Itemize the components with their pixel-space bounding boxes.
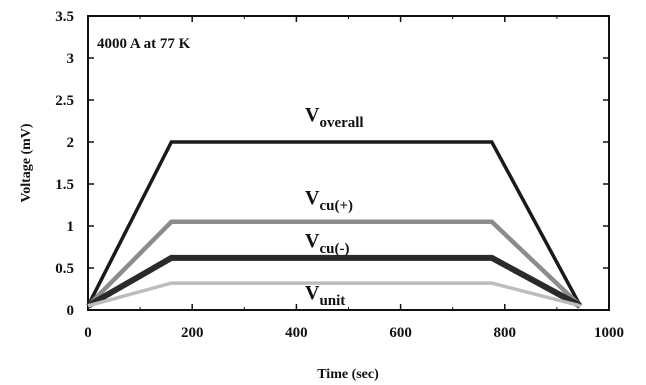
x-tick-label: 0 <box>84 325 92 341</box>
x-axis-label: Time (sec) <box>317 367 379 382</box>
y-tick-label: 2 <box>67 135 75 151</box>
y-tick-label: 2.5 <box>55 93 74 109</box>
series-label-main: V <box>305 104 320 126</box>
series-label-sub: cu(+) <box>319 198 353 214</box>
plot-frame <box>87 15 610 311</box>
y-tick-label: 1.5 <box>55 177 74 193</box>
axes-layer: 0 200 400 600 800 1000 0 0.5 1 1.5 2 2.5 3 3.5 <box>55 9 624 341</box>
x-tick-label: 800 <box>494 325 517 341</box>
series-label-main: V <box>305 187 320 209</box>
series-label-main: V <box>305 230 320 252</box>
series-layer <box>86 140 582 309</box>
series-label-3: Vunit <box>305 282 345 309</box>
series-label-main: V <box>305 282 320 304</box>
series-line-2 <box>86 254 582 309</box>
series-line-3 <box>87 281 581 308</box>
series-label-sub: unit <box>319 293 345 309</box>
series-label-0: Voverall <box>305 104 364 131</box>
series-line-1 <box>86 219 582 308</box>
series-label-sub: cu(-) <box>319 241 349 257</box>
y-tick-label: 3 <box>67 51 75 67</box>
series-label-sub: overall <box>319 115 363 131</box>
y-axis-label: Voltage (mV) <box>19 123 34 203</box>
x-tick-label: 200 <box>181 325 204 341</box>
x-tick-label: 600 <box>389 325 412 341</box>
series-label-2: Vcu(-) <box>305 230 349 257</box>
x-tick-label: 1000 <box>594 325 624 341</box>
series-label-1: Vcu(+) <box>305 187 353 214</box>
series-line-0 <box>86 140 582 307</box>
y-tick-label: 3.5 <box>55 9 74 25</box>
y-tick-label: 0.5 <box>55 261 74 277</box>
y-tick-label: 1 <box>67 219 75 235</box>
y-tick-label: 0 <box>67 303 75 319</box>
chart-annotation: 4000 A at 77 K <box>97 36 191 52</box>
x-tick-label: 400 <box>285 325 308 341</box>
